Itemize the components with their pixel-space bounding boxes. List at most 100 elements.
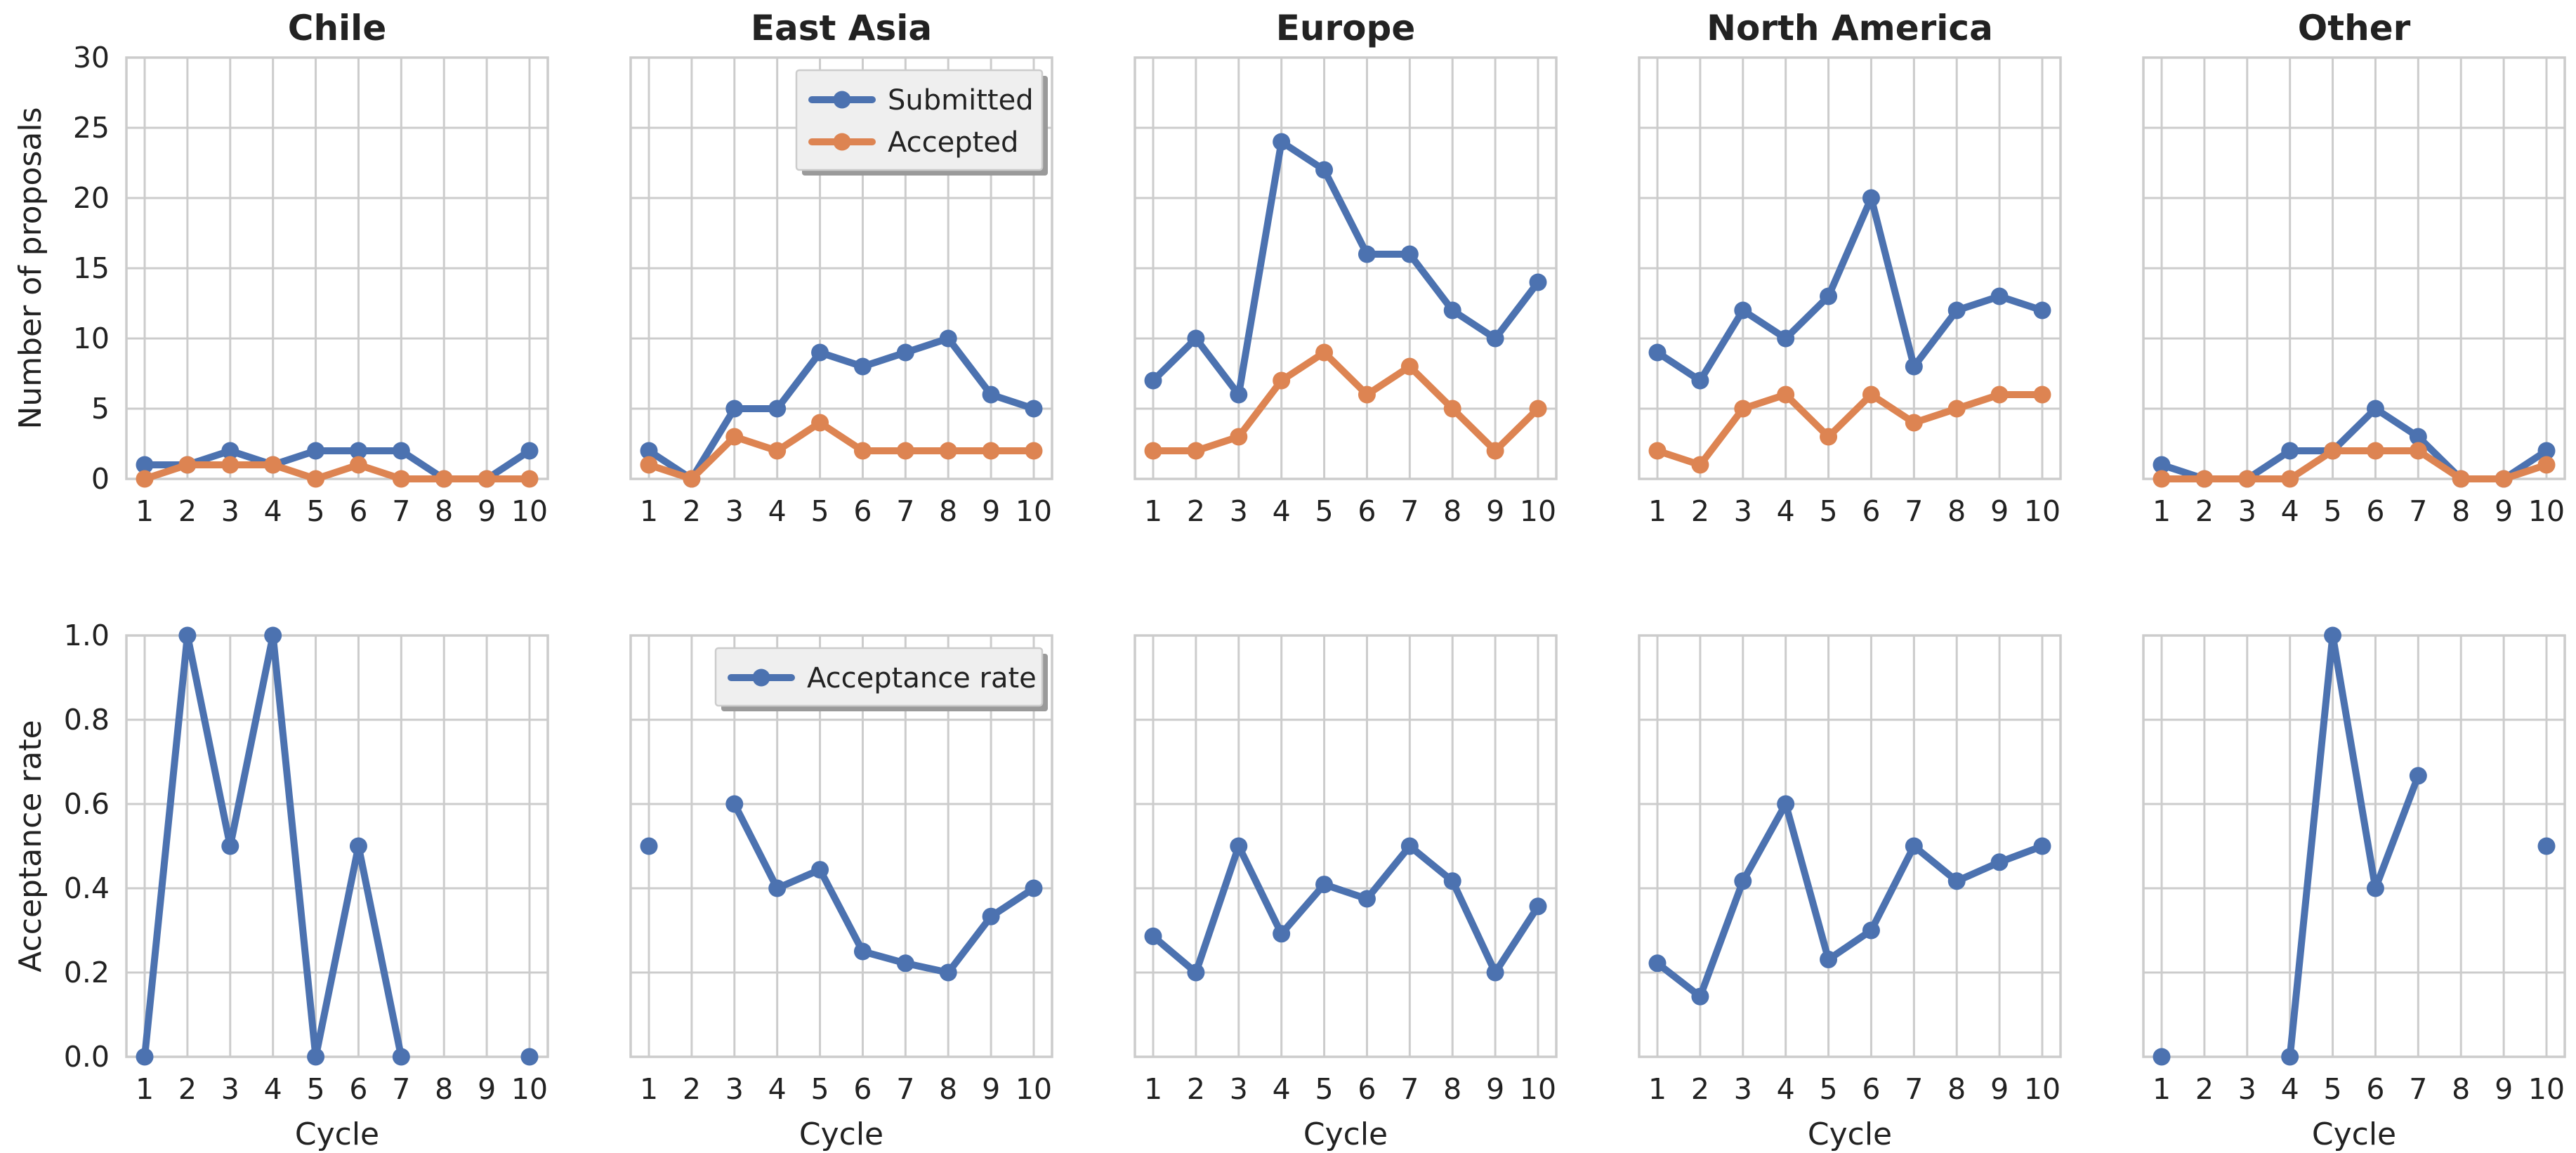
x-tick-label: 2 [178, 494, 197, 528]
x-tick-label: 2 [1691, 1072, 1709, 1106]
legend-marker [833, 91, 851, 109]
x-tick-label: 2 [1187, 1072, 1205, 1106]
acceptance-rate-point [1862, 921, 1880, 940]
submitted-point [1187, 329, 1205, 348]
accepted-point [768, 442, 787, 460]
submitted-point [2366, 400, 2384, 418]
submitted-point [1486, 329, 1504, 348]
x-tick-label: 9 [982, 1072, 1000, 1106]
axes-frame [125, 634, 549, 1058]
acceptance-rate-point [1691, 987, 1709, 1006]
acceptance-rate-point [2153, 1048, 2171, 1066]
x-tick-label: 6 [349, 494, 367, 528]
x-tick-label: 4 [768, 1072, 787, 1106]
x-tick-label: 9 [478, 1072, 496, 1106]
x-tick-label: 9 [1486, 494, 1504, 528]
x-tick-label: 4 [1777, 1072, 1795, 1106]
y-tick-label: 30 [73, 41, 110, 74]
accepted-point [2153, 470, 2171, 488]
x-axis-label: Cycle [2312, 1116, 2396, 1152]
x-tick-label: 7 [2409, 1072, 2427, 1106]
x-tick-label: 1 [1144, 1072, 1162, 1106]
accepted-point [520, 470, 539, 488]
x-tick-label: 6 [2366, 1072, 2384, 1106]
x-tick-label: 1 [136, 494, 154, 528]
accepted-point [1734, 400, 1752, 418]
x-tick-label: 3 [1734, 1072, 1752, 1106]
y-tick-label: 0.4 [64, 871, 110, 905]
submitted-point [2281, 442, 2299, 460]
acceptance-rate-point [725, 795, 744, 813]
acceptance-rate-point [1990, 853, 2009, 871]
x-tick-label: 10 [511, 494, 548, 528]
x-tick-label: 5 [1820, 1072, 1838, 1106]
x-tick-label: 6 [853, 494, 872, 528]
acceptance-rate-point [896, 954, 914, 973]
accepted-point [1820, 428, 1838, 446]
x-tick-label: 10 [2024, 1072, 2061, 1106]
y-tick-label: 15 [73, 251, 110, 285]
x-tick-label: 9 [478, 494, 496, 528]
acceptance-rate-point [1905, 837, 1923, 855]
submitted-point [1905, 357, 1923, 376]
accepted-line [645, 419, 1037, 482]
x-tick-label: 1 [640, 494, 658, 528]
x-tick-label: 7 [2409, 494, 2427, 528]
accepted-line [141, 461, 533, 482]
x-tick-label: 6 [853, 1072, 872, 1106]
accepted-point [1862, 386, 1880, 404]
axes-frame [2142, 56, 2566, 480]
acceptance-rate-line [1654, 800, 2046, 1001]
acceptance-rate-point [1273, 925, 1291, 943]
x-tick-label: 10 [1520, 1072, 1556, 1106]
submitted-point [939, 329, 957, 348]
x-tick-label: 3 [725, 1072, 744, 1106]
x-tick-label: 5 [1315, 494, 1334, 528]
x-tick-label: 1 [1648, 1072, 1667, 1106]
acceptance-rate-point [349, 837, 367, 855]
acceptance-rate-point [1947, 872, 1966, 890]
submitted-point [1025, 400, 1043, 418]
accepted-point [1905, 414, 1923, 432]
submitted-point [640, 442, 658, 460]
x-tick-label: 8 [2452, 1072, 2470, 1106]
x-tick-label: 4 [1273, 494, 1291, 528]
acceptance-rate-point [1400, 837, 1419, 855]
y-axis-label: Number of proposals [13, 107, 48, 430]
submitted-point [2153, 456, 2171, 474]
accepted-point [2238, 470, 2256, 488]
submitted-point [1820, 287, 1838, 305]
accepted-point [2452, 470, 2470, 488]
acceptance-rate-point [136, 1048, 154, 1066]
submitted-point [725, 400, 744, 418]
x-tick-label: 3 [725, 494, 744, 528]
x-tick-label: 7 [1400, 494, 1419, 528]
accepted-point [2366, 442, 2384, 460]
acceptance-rate-point [1486, 963, 1504, 982]
accepted-point [1025, 442, 1043, 460]
submitted-point [1529, 273, 1547, 291]
accepted-point [2409, 442, 2427, 460]
acceptance-rate-point [1025, 879, 1043, 897]
x-tick-label: 8 [2452, 494, 2470, 528]
accepted-point [2195, 470, 2214, 488]
x-tick-label: 2 [2195, 1072, 2214, 1106]
submitted-point [811, 343, 829, 362]
accepted-point [392, 470, 410, 488]
legend: Acceptance rate [714, 647, 1048, 711]
submitted-line [2158, 405, 2550, 482]
panel-10: 1 2 3 4 5 6 7 8 9 10 Cycle [2142, 626, 2566, 1152]
x-tick-label: 9 [2495, 1072, 2513, 1106]
x-tick-label: 2 [683, 494, 701, 528]
acceptance-rate-point [640, 837, 658, 855]
y-tick-label: 1.0 [64, 619, 110, 652]
accepted-point [853, 442, 872, 460]
x-tick-label: 9 [2495, 494, 2513, 528]
submitted-point [349, 442, 367, 460]
accepted-point [2281, 470, 2299, 488]
acceptance-rate-point [307, 1048, 325, 1066]
accepted-line [1654, 391, 2046, 468]
x-tick-label: 5 [1315, 1072, 1334, 1106]
y-tick-label: 0.6 [64, 787, 110, 821]
acceptance-rate-point [1820, 950, 1838, 968]
